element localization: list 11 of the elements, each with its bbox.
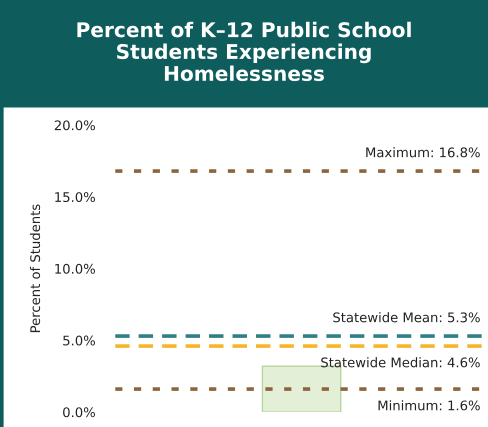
y-tick-label: 0.0% [63,407,95,418]
y-tick-label: 20.0% [54,120,95,130]
y-axis-title: Percent of Students [30,204,40,332]
y-tick-label: 5.0% [63,336,95,346]
y-tick-label: 10.0% [55,264,95,274]
ref-line-label: Statewide Median: 4.6% [321,357,480,368]
chart-title: Percent of K–12 Public School Students Experiencing Homelessness [77,22,411,82]
ref-line-label: Maximum: 16.8% [366,147,480,158]
ref-line-label: Minimum: 1.6% [378,400,480,410]
y-tick-label: 15.0% [55,192,95,202]
ref-line-label: Statewide Mean: 5.3% [333,312,480,322]
